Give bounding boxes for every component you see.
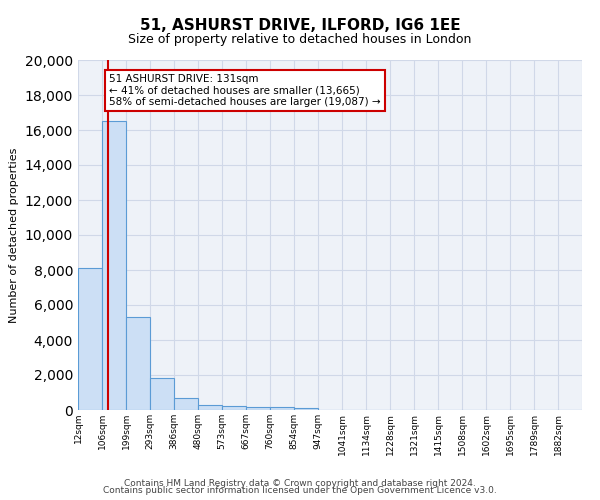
Bar xyxy=(222,406,246,410)
Bar xyxy=(198,404,222,410)
Bar xyxy=(102,122,126,410)
Bar xyxy=(174,398,198,410)
Bar xyxy=(270,407,294,410)
Text: Contains public sector information licensed under the Open Government Licence v3: Contains public sector information licen… xyxy=(103,486,497,495)
Text: Size of property relative to detached houses in London: Size of property relative to detached ho… xyxy=(128,32,472,46)
Y-axis label: Number of detached properties: Number of detached properties xyxy=(9,148,19,322)
Bar xyxy=(126,318,150,410)
Bar xyxy=(150,378,174,410)
Bar xyxy=(294,408,318,410)
Text: Contains HM Land Registry data © Crown copyright and database right 2024.: Contains HM Land Registry data © Crown c… xyxy=(124,478,476,488)
Bar xyxy=(78,268,102,410)
Text: 51 ASHURST DRIVE: 131sqm
← 41% of detached houses are smaller (13,665)
58% of se: 51 ASHURST DRIVE: 131sqm ← 41% of detach… xyxy=(109,74,381,107)
Bar xyxy=(246,406,270,410)
Text: 51, ASHURST DRIVE, ILFORD, IG6 1EE: 51, ASHURST DRIVE, ILFORD, IG6 1EE xyxy=(140,18,460,32)
